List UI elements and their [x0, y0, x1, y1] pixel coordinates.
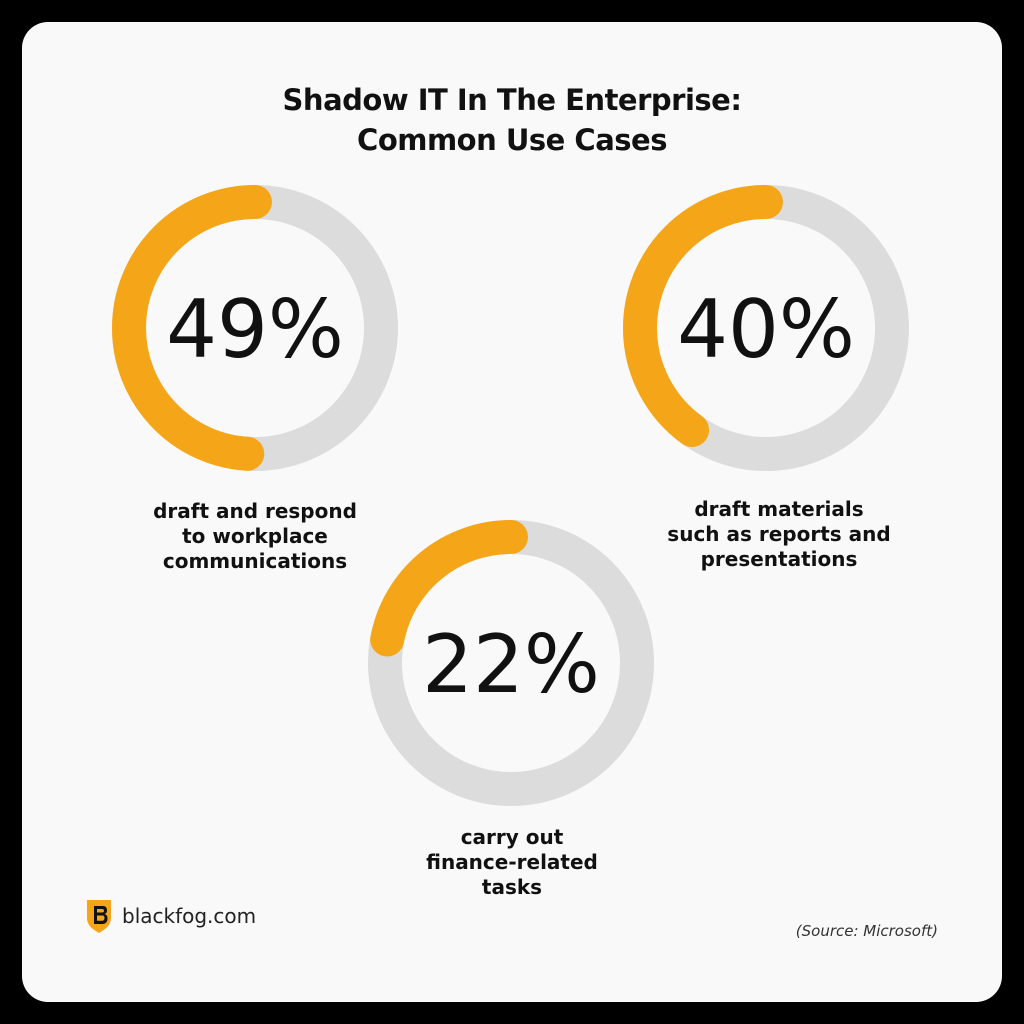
caption-2-line-1: draft materials	[694, 497, 864, 521]
caption-2-line-2: such as reports and	[667, 522, 891, 546]
caption-2-line-3: presentations	[700, 547, 858, 571]
donut-2-value-label: 40%	[677, 283, 855, 376]
donut-3-value-arc	[368, 520, 654, 806]
blackfog-shield-icon	[87, 900, 111, 933]
donut-2-value-arc	[623, 185, 909, 471]
source-note: (Source: Microsoft)	[795, 922, 938, 940]
donut-1-value-arc	[112, 185, 398, 471]
caption-3: carry out finance-related tasks	[387, 825, 637, 900]
donut-1-value-label: 49%	[166, 283, 344, 376]
donut-2: 40%	[623, 185, 909, 471]
title-line-1: Shadow IT In The Enterprise:	[282, 83, 742, 117]
caption-3-line-2: finance-related	[426, 850, 598, 874]
caption-1-line-3: communications	[162, 549, 348, 573]
donut-3-value-label: 22%	[422, 618, 600, 711]
caption-1-line-1: draft and respond	[153, 499, 357, 523]
title-line-2: Common Use Cases	[357, 123, 667, 157]
donut-3: 22%	[368, 520, 654, 806]
caption-3-line-3: tasks	[481, 875, 543, 899]
infographic-card	[22, 22, 1002, 1002]
caption-2: draft materials such as reports and pres…	[654, 497, 904, 572]
caption-1-line-2: to workplace	[182, 524, 328, 548]
caption-3-line-1: carry out	[460, 825, 564, 849]
chart-title: Shadow IT In The Enterprise: Common Use …	[0, 80, 1024, 160]
brand-logo: blackfog.com	[84, 898, 256, 934]
brand-name: blackfog.com	[122, 904, 257, 928]
caption-1: draft and respond to workplace communica…	[130, 499, 380, 574]
donut-1: 49%	[112, 185, 398, 471]
